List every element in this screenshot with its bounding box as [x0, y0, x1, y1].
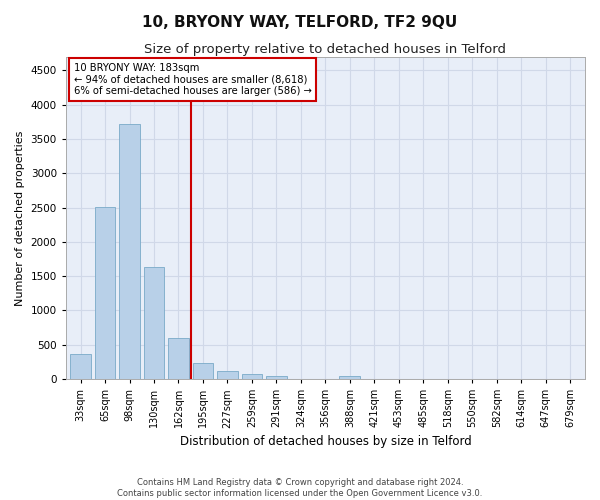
Text: 10 BRYONY WAY: 183sqm
← 94% of detached houses are smaller (8,618)
6% of semi-de: 10 BRYONY WAY: 183sqm ← 94% of detached … — [74, 63, 311, 96]
Bar — [193, 364, 214, 379]
Bar — [143, 267, 164, 379]
Bar — [168, 338, 189, 379]
Title: Size of property relative to detached houses in Telford: Size of property relative to detached ho… — [145, 42, 506, 56]
Text: Contains HM Land Registry data © Crown copyright and database right 2024.
Contai: Contains HM Land Registry data © Crown c… — [118, 478, 482, 498]
Bar — [242, 374, 262, 379]
Bar — [217, 372, 238, 379]
Text: 10, BRYONY WAY, TELFORD, TF2 9QU: 10, BRYONY WAY, TELFORD, TF2 9QU — [142, 15, 458, 30]
Bar — [95, 207, 115, 379]
Bar — [119, 124, 140, 379]
Bar — [340, 376, 361, 379]
X-axis label: Distribution of detached houses by size in Telford: Distribution of detached houses by size … — [179, 434, 471, 448]
Bar — [266, 376, 287, 379]
Y-axis label: Number of detached properties: Number of detached properties — [15, 130, 25, 306]
Bar — [70, 354, 91, 379]
